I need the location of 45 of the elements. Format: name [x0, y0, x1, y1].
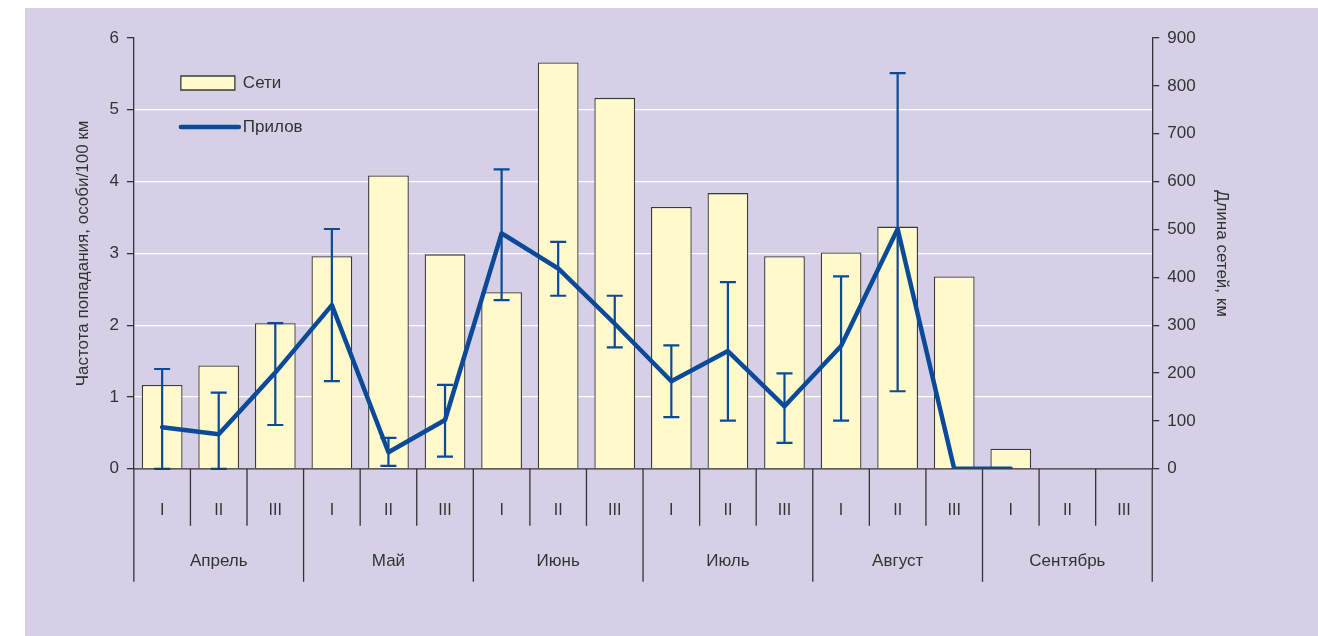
x-tick-label: I [1008, 500, 1014, 518]
x-tick-label: I [499, 500, 504, 518]
text: Август [872, 551, 924, 571]
y2-tick-label: 500 [1167, 219, 1196, 239]
y-axis-title: Частота попадания, особи/100 км [72, 120, 92, 387]
y2-tick-label: 800 [1167, 75, 1196, 95]
x-tick-label: III [608, 500, 622, 518]
y-tick-label: 5 [109, 99, 119, 119]
y-tick-label: 2 [109, 314, 119, 334]
x-tick-label: II [553, 500, 563, 518]
y-tick-label: 1 [109, 386, 119, 406]
y2-tick-label: 600 [1167, 171, 1196, 191]
x-tick-label: II [893, 500, 903, 518]
y-tick-label: 6 [109, 27, 119, 47]
y2-tick-label: 100 [1167, 410, 1196, 430]
x-tick-label: III [947, 500, 961, 518]
x-tick-label: II [384, 500, 393, 518]
x-tick-label: I [329, 500, 335, 518]
x-tick-label: III [1117, 500, 1131, 518]
y-tick-label: 0 [109, 458, 119, 478]
y2-axis-title: Длина сетей, км [1213, 189, 1233, 317]
y2-tick-label: 300 [1167, 314, 1196, 334]
y-tick-label: 4 [109, 171, 119, 191]
y2-tick-label: 900 [1167, 27, 1196, 47]
x-tick-label: I [159, 500, 165, 518]
x-tick-label: I [838, 500, 844, 518]
text: Май [371, 551, 406, 571]
x-tick-label: II [1062, 500, 1072, 518]
x-tick-label: III [777, 500, 792, 518]
legend-label: Прилов [242, 116, 303, 136]
text: Июнь [536, 551, 580, 571]
x-tick-label: II [723, 500, 733, 518]
text: Июль [706, 551, 750, 571]
legend-label: Сети [242, 72, 282, 92]
text: Апрель [189, 551, 248, 571]
y2-tick-label: 0 [1167, 458, 1177, 478]
y2-tick-label: 700 [1167, 123, 1196, 143]
y2-tick-label: 200 [1167, 362, 1196, 382]
x-tick-label: III [268, 500, 282, 518]
y2-tick-label: 400 [1167, 267, 1196, 287]
x-tick-label: II [214, 500, 224, 518]
text: Сентябрь [1029, 551, 1106, 571]
x-tick-label: I [669, 500, 674, 518]
y-tick-label: 3 [109, 243, 119, 263]
x-tick-label: III [438, 500, 452, 518]
